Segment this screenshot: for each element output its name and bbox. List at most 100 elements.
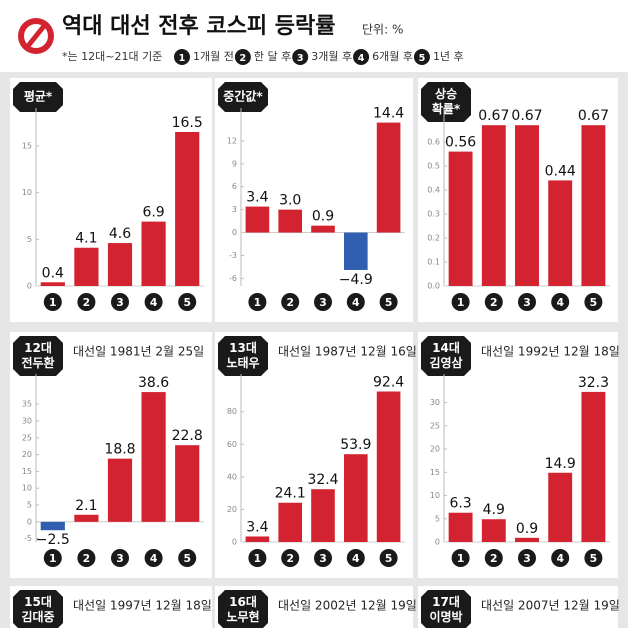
y-tick-label: 5 [435,514,440,523]
y-tick-label: 10 [22,188,32,197]
y-tick-label: 0.1 [427,258,440,267]
y-tick-label: 10 [22,484,32,493]
y-tick-label: 0 [27,282,32,291]
bar [448,151,473,286]
value-label: 18.8 [104,442,135,458]
number-label: 3 [116,296,124,309]
panel-label: 전두환 [21,355,54,370]
y-tick-label: -6 [229,274,237,283]
panel-label: 이명박 [429,609,462,624]
bar [515,537,539,542]
value-label: 0.67 [511,108,542,124]
number-label: 5 [419,53,426,64]
legend-text: 한 달 후 [254,50,291,63]
number-label: 3 [319,296,327,309]
panel-label: 평균* [24,90,53,104]
panel-badge [13,82,63,112]
y-tick-label: 15 [22,467,32,476]
bar [278,502,303,542]
number-badge [379,293,398,311]
bar [343,232,368,270]
number-label: 5 [183,296,191,309]
y-tick-label: 20 [430,445,440,454]
y-tick-label: 0.3 [427,210,440,219]
number-badge [451,549,470,567]
y-tick-label: 0.6 [427,138,440,147]
value-label: 0.9 [516,521,538,537]
y-tick-label: 10 [430,491,440,500]
bar [40,282,65,286]
number-label: 1 [254,296,262,309]
number-badge [43,293,62,311]
bar [311,489,335,542]
panel-label: 16대 [229,595,257,609]
value-label: 0.4 [42,265,64,281]
bar [481,125,506,286]
value-label: 32.3 [578,375,609,391]
number-label: 2 [490,296,498,309]
number-label: 2 [286,552,294,565]
y-tick-label: 0 [232,538,237,547]
bar [107,458,133,522]
value-label: 4.1 [75,231,97,247]
title: 역대 대선 전후 코스피 등락률 [62,14,336,39]
y-tick-label: 0.2 [427,234,440,243]
number-label: 4 [352,552,360,565]
y-tick-label: 40 [227,472,237,481]
number-badge [144,293,163,311]
number-badge [248,293,267,311]
number-badge [551,549,570,567]
bar [74,247,99,286]
y-tick-label: 30 [22,416,32,425]
bar [245,206,270,233]
bar [175,445,200,522]
number-label: 4 [556,552,564,565]
number-badge [314,549,332,567]
y-tick-label: 15 [430,468,440,477]
bar [311,225,335,233]
note: *는 12대~21대 기준 [62,50,162,63]
number-label: 4 [352,296,360,309]
bar [245,536,270,542]
panel-subtitle: 대선일 1997년 12월 18일 [73,599,212,613]
legend-text: 1개월 전 [193,50,234,63]
y-tick-label: 5 [27,235,32,244]
panel-label: 17대 [432,595,460,609]
y-tick-label: 25 [22,433,32,442]
value-label: −4.9 [339,272,373,288]
value-label: 0.67 [578,108,609,124]
value-label: 92.4 [373,374,404,390]
panel-badge [421,82,471,122]
number-badge [43,549,62,567]
y-tick-label: 0.4 [427,186,440,195]
number-label: 2 [286,296,294,309]
number-label: 3 [297,53,304,64]
bar [175,132,200,286]
panel-label: 김영삼 [429,355,462,370]
panel-label: 14대 [432,341,460,355]
number-badge [144,549,163,567]
panel-badge [218,82,268,112]
number-label: 5 [183,552,191,565]
bar [581,391,606,542]
number-badge [584,293,603,311]
number-label: 2 [83,296,91,309]
y-tick-label: 35 [22,400,32,409]
number-label: 5 [590,296,598,309]
y-tick-label: 3 [232,205,237,214]
value-label: 22.8 [172,428,203,444]
number-badge [484,549,503,567]
number-badge [551,293,570,311]
number-badge [451,293,470,311]
number-badge [518,549,536,567]
value-label: 3.4 [246,519,268,535]
number-badge [413,49,430,65]
number-label: 1 [457,296,465,309]
panel-label: 김대중 [21,609,54,624]
panel-badge [13,336,63,376]
value-label: 0.56 [445,135,476,151]
y-tick-label: 0 [435,538,440,547]
number-badge [346,549,365,567]
bar [343,454,368,542]
